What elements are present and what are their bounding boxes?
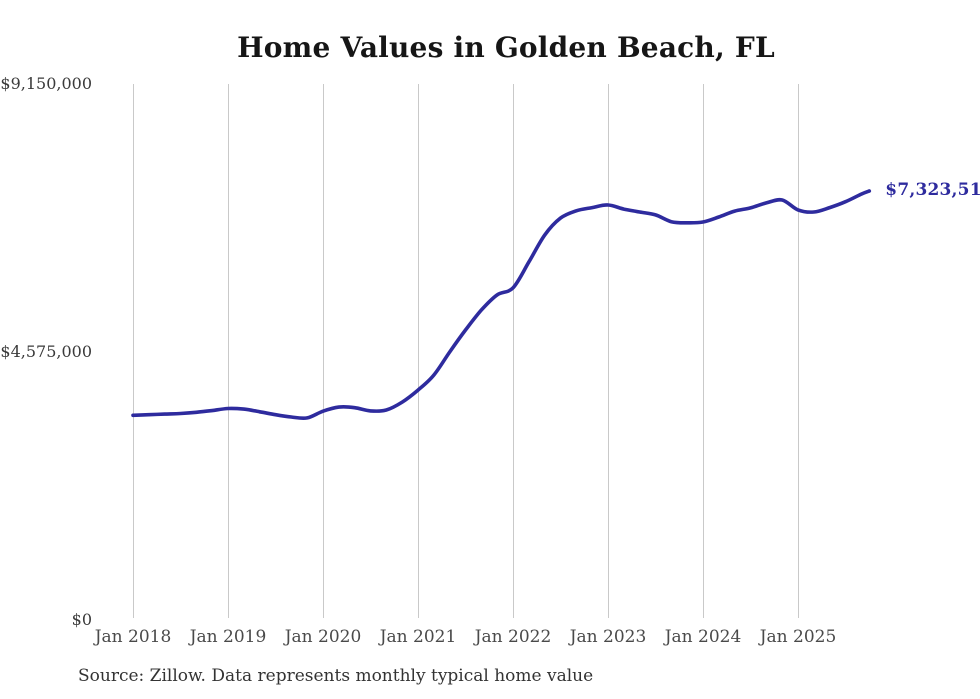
x-gridline xyxy=(133,84,134,618)
x-axis-label: Jan 2023 xyxy=(569,627,647,647)
x-gridline xyxy=(513,84,514,618)
end-value-label: $7,323,510 xyxy=(885,180,980,200)
x-gridline xyxy=(798,84,799,618)
x-axis-label: Jan 2018 xyxy=(94,627,172,647)
x-axis-label: Jan 2025 xyxy=(759,627,837,647)
x-axis-label: Jan 2019 xyxy=(189,627,267,647)
x-gridline xyxy=(418,84,419,618)
x-axis-label: Jan 2020 xyxy=(284,627,362,647)
x-gridline xyxy=(228,84,229,618)
x-gridline xyxy=(608,84,609,618)
y-axis-label: $0 xyxy=(71,610,92,629)
x-axis-label: Jan 2021 xyxy=(379,627,457,647)
y-axis-label: $9,150,000 xyxy=(0,74,92,93)
x-axis-label: Jan 2024 xyxy=(664,627,742,647)
trend-line xyxy=(131,189,872,421)
source-note: Source: Zillow. Data represents monthly … xyxy=(78,666,594,686)
chart-title: Home Values in Golden Beach, FL xyxy=(237,31,775,64)
x-axis-label: Jan 2022 xyxy=(474,627,552,647)
x-gridline xyxy=(323,84,324,618)
y-axis-label: $4,575,000 xyxy=(0,342,92,361)
x-gridline xyxy=(703,84,704,618)
